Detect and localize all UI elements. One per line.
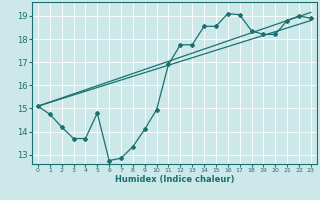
X-axis label: Humidex (Indice chaleur): Humidex (Indice chaleur) (115, 175, 234, 184)
